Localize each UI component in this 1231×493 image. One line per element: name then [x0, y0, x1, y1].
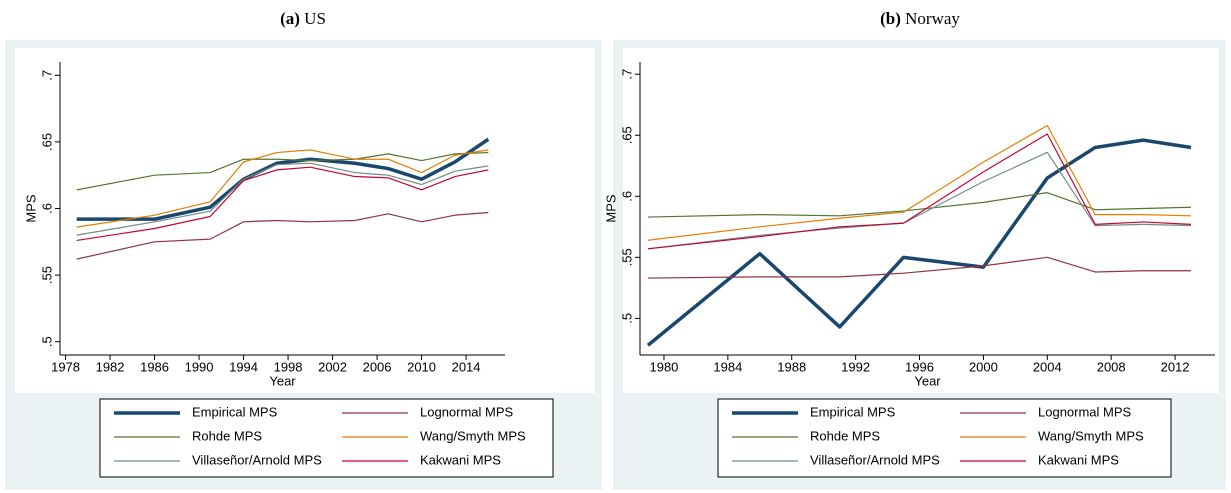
series-line: [647, 256, 1192, 279]
x-tick-label: 2004: [1033, 359, 1062, 374]
y-tick-label: .7: [619, 69, 634, 80]
y-tick-label: .65: [39, 133, 54, 151]
title-text: Norway: [905, 9, 960, 28]
panel-label: (a): [280, 9, 300, 28]
series-line: [647, 133, 1192, 250]
legend-label: Villaseñor/Arnold MPS: [810, 452, 940, 467]
x-tick-label: 1980: [649, 359, 678, 374]
series-line: [76, 162, 489, 236]
x-axis-title: Year: [914, 373, 941, 388]
y-axis-title: MPS: [603, 194, 618, 223]
series-line: [647, 124, 1192, 241]
x-tick-label: 2000: [969, 359, 998, 374]
x-tick-label: 1990: [185, 359, 214, 374]
series-line: [76, 166, 489, 242]
x-tick-label: 2014: [452, 359, 481, 374]
x-tick-label: 2008: [1097, 359, 1126, 374]
x-tick-label: 1996: [905, 359, 934, 374]
x-tick-label: 2012: [1161, 359, 1190, 374]
y-tick-label: .6: [39, 203, 54, 214]
x-tick-label: 2006: [363, 359, 392, 374]
series-line: [76, 149, 489, 228]
series-line: [76, 151, 489, 191]
legend-label: Kakwani MPS: [1038, 452, 1119, 467]
y-tick-label: .5: [619, 313, 634, 324]
legend-label: Lognormal MPS: [420, 404, 514, 419]
panel-label: (b): [880, 9, 901, 28]
legend-label: Kakwani MPS: [420, 452, 501, 467]
y-tick-label: .6: [619, 191, 634, 202]
y-tick-label: .55: [619, 248, 634, 266]
series-line: [76, 137, 490, 221]
y-tick-label: .65: [619, 126, 634, 144]
x-tick-label: 1988: [777, 359, 806, 374]
legend-label: Empirical MPS: [192, 404, 278, 419]
legend-label: Empirical MPS: [810, 404, 896, 419]
x-tick-label: 1978: [51, 359, 80, 374]
x-tick-label: 1986: [140, 359, 169, 374]
y-tick-label: .55: [39, 266, 54, 284]
legend-label: Rohde MPS: [810, 428, 880, 443]
legend-label: Villaseñor/Arnold MPS: [192, 452, 322, 467]
legend-label: Wang/Smyth MPS: [1038, 428, 1144, 443]
x-tick-label: 1992: [841, 359, 870, 374]
title-text: US: [304, 9, 326, 28]
y-tick-label: .7: [39, 70, 54, 81]
x-tick-label: 1984: [713, 359, 742, 374]
x-tick-label: 1982: [96, 359, 125, 374]
x-tick-label: 2010: [407, 359, 436, 374]
series-line: [646, 138, 1192, 347]
panel-title: (a) US: [280, 9, 326, 28]
legend-label: Lognormal MPS: [1038, 404, 1132, 419]
x-tick-label: 1994: [229, 359, 258, 374]
x-axis-title: Year: [269, 373, 296, 388]
y-tick-label: .5: [39, 336, 54, 347]
panel-title: (b) Norway: [880, 9, 960, 28]
plot-background: [623, 48, 1219, 393]
legend-label: Wang/Smyth MPS: [420, 428, 526, 443]
x-tick-label: 2002: [318, 359, 347, 374]
series-line: [76, 211, 489, 260]
series-line: [647, 192, 1192, 218]
y-axis-title: MPS: [23, 194, 38, 223]
x-tick-label: 1998: [274, 359, 303, 374]
legend-label: Rohde MPS: [192, 428, 262, 443]
